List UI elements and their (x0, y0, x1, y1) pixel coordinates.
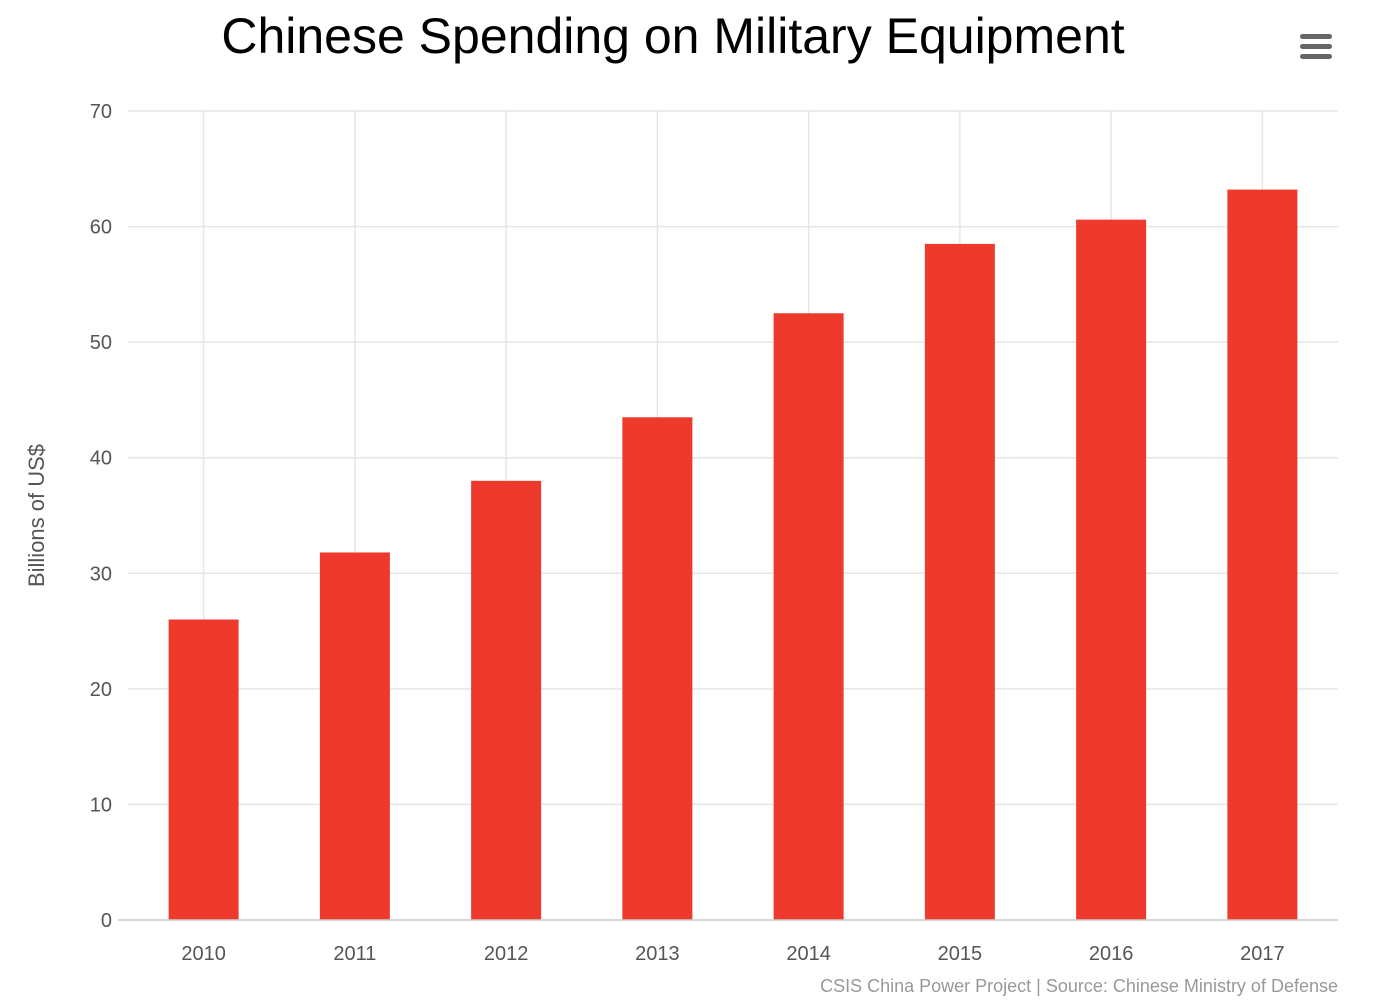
hamburger-menu-icon (1300, 34, 1332, 39)
x-tick-label: 2011 (333, 943, 376, 965)
x-tick-label: 2012 (484, 943, 529, 965)
bar-2013[interactable] (622, 417, 693, 920)
x-tick-label: 2013 (635, 943, 680, 965)
bar-2011[interactable] (319, 552, 390, 920)
y-tick-label: 0 (101, 910, 112, 932)
y-tick-label: 50 (90, 332, 112, 354)
x-tick-label: 2015 (938, 943, 983, 965)
chart-credits[interactable]: CSIS China Power Project | Source: Chine… (820, 976, 1338, 996)
bar-2010[interactable] (168, 619, 239, 920)
hamburger-menu-icon-bar-3 (1300, 54, 1332, 59)
x-tick-label: 2010 (181, 943, 226, 965)
x-tick-label: 2017 (1240, 943, 1285, 965)
axes: 0 10 20 30 40 50 60 70 2010 2011 2012 2013 2014 2015 2… (90, 101, 1338, 965)
y-tick-label: 70 (90, 101, 112, 123)
y-tick-label: 10 (90, 794, 112, 816)
bar-2014[interactable] (773, 313, 844, 920)
bar-series (168, 189, 1298, 921)
x-tick-label: 2014 (786, 943, 831, 965)
chart-title: Chinese Spending on Military Equipment (221, 8, 1125, 64)
bar-2016[interactable] (1076, 219, 1147, 920)
grid-lines (128, 110, 1338, 921)
y-tick-label: 60 (90, 217, 112, 239)
bar-2015[interactable] (924, 243, 995, 920)
y-tick-label: 20 (90, 679, 112, 701)
hamburger-menu-icon-bar-2 (1300, 44, 1332, 49)
y-tick-label: 30 (90, 563, 112, 585)
bar-2012[interactable] (471, 480, 542, 920)
bar-2017[interactable] (1227, 189, 1298, 921)
x-tick-label: 2016 (1089, 943, 1134, 965)
y-axis-title: Billions of US$ (24, 444, 49, 587)
y-tick-label: 40 (90, 448, 112, 470)
chart-menu-button[interactable] (1296, 30, 1336, 64)
